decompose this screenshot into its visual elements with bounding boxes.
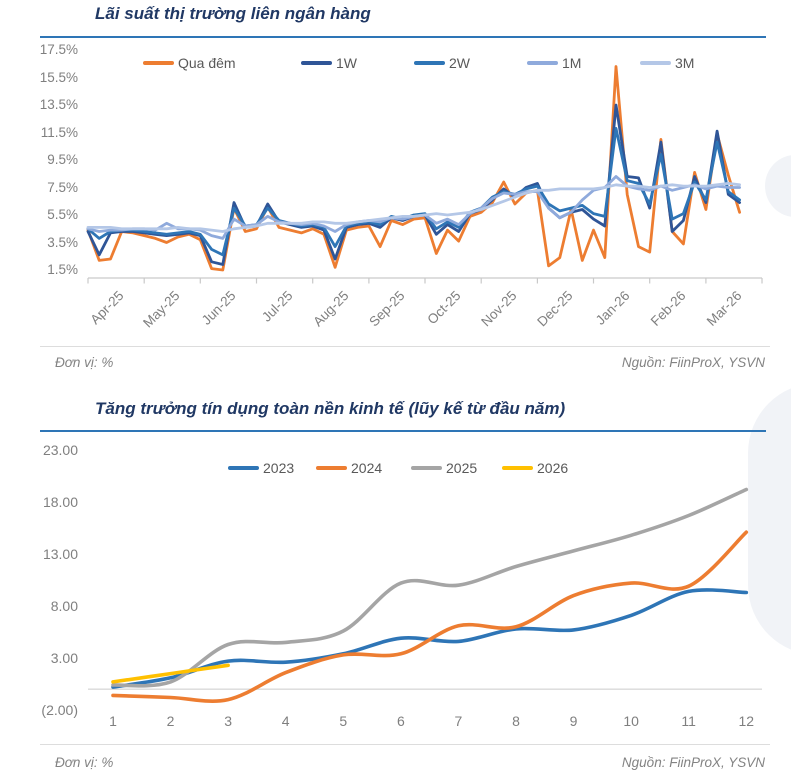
x-tick-label: 11	[681, 713, 696, 729]
chart-title-credit-growth: Tăng trưởng tín dụng toàn nền kinh tế (l…	[95, 399, 566, 418]
y-tick-label: 7.5%	[47, 179, 78, 195]
x-tick-label: 2	[166, 713, 175, 729]
y-tick-label: 13.5%	[39, 97, 78, 112]
y-tick-label: 8.00	[50, 597, 78, 614]
x-tick-label: Dec-25	[534, 288, 576, 330]
legend-item-2026: 2026	[502, 459, 568, 477]
series-line-2024	[111, 530, 749, 703]
x-tick-label: 4	[281, 713, 290, 729]
title-underline	[40, 430, 766, 432]
legend-swatch-2023	[228, 466, 259, 470]
legend-label-2026: 2026	[537, 460, 569, 476]
legend-item-2024: 2024	[316, 459, 382, 477]
y-tick-label: 5.5%	[47, 207, 78, 222]
y-tick-label: 1.5%	[47, 262, 78, 277]
legend-label-2023: 2023	[263, 460, 295, 476]
x-tick-label: May-25	[140, 288, 183, 331]
legend-item-3m: 3M	[640, 54, 694, 72]
y-tick-label: 13.00	[42, 545, 78, 562]
legend-label-2w: 2W	[449, 55, 470, 71]
x-tick-label: Oct-25	[424, 288, 464, 328]
legend-swatch-qua-dem	[143, 61, 174, 65]
y-tick-label: 11.5%	[40, 124, 78, 140]
x-tick-label: Sep-25	[366, 288, 408, 330]
x-tick-label: 8	[512, 713, 520, 729]
legend-item-2025: 2025	[411, 459, 477, 477]
legend-item-qua-dem: Qua đêm	[143, 54, 236, 72]
x-tick-label: Jun-25	[199, 288, 239, 328]
legend-label-1w: 1W	[336, 55, 357, 71]
series-line-2w	[86, 126, 741, 257]
chart-title-interbank: Lãi suất thị trường liên ngân hàng	[95, 4, 371, 23]
legend-swatch-1m	[527, 61, 558, 65]
y-tick-label: 18.00	[42, 493, 78, 510]
series-line-2026	[111, 663, 230, 684]
footer-divider	[40, 744, 770, 745]
x-tick-label: Nov-25	[478, 288, 520, 330]
x-tick-label: Feb-26	[647, 288, 689, 329]
x-tick-label: 12	[738, 713, 755, 729]
y-tick-label: 23.00	[42, 441, 78, 458]
x-tick-label: Jul-25	[258, 288, 296, 325]
legend-item-1m: 1M	[527, 54, 581, 72]
legend-swatch-2024	[316, 466, 347, 470]
x-tick-label: 9	[569, 713, 578, 729]
legend-label-3m: 3M	[675, 55, 695, 71]
unit-note: Đơn vị: %	[55, 355, 114, 370]
x-tick-label: Apr-25	[87, 288, 127, 328]
x-tick-label: 7	[454, 713, 463, 729]
legend-item-2w: 2W	[414, 54, 470, 72]
series-line-1w	[86, 103, 741, 266]
series-line-1m	[86, 175, 741, 240]
source-note: Nguồn: FiinProX, YSVN	[621, 755, 765, 770]
y-tick-label: 15.5%	[39, 69, 78, 85]
y-tick-label: (2.00)	[41, 701, 78, 718]
legend-label-2024: 2024	[351, 460, 383, 476]
x-tick-label: Aug-25	[309, 288, 352, 330]
legend-swatch-3m	[640, 61, 671, 65]
y-tick-label: 3.5%	[47, 234, 78, 250]
legend-item-2023: 2023	[228, 459, 294, 477]
unit-note: Đơn vị: %	[55, 755, 114, 770]
y-tick-label: 9.5%	[47, 152, 78, 167]
legend-label-1m: 1M	[562, 55, 582, 71]
x-tick-label: Jan-26	[592, 288, 633, 328]
legend-item-1w: 1W	[301, 54, 357, 72]
legend-label-qua-dem: Qua đêm	[178, 55, 236, 71]
x-tick-label: 10	[623, 713, 639, 729]
footer-divider	[40, 346, 770, 347]
series-line-2025	[111, 487, 749, 688]
series-line-3m	[86, 181, 741, 233]
x-tick-label: 6	[396, 713, 405, 729]
legend-label-2025: 2025	[446, 460, 478, 476]
legend-swatch-2026	[502, 466, 533, 470]
x-tick-label: Mar-26	[703, 288, 745, 329]
background-blob-mid	[748, 383, 791, 655]
legend-swatch-2025	[411, 466, 442, 470]
source-note: Nguồn: FiinProX, YSVN	[621, 355, 765, 370]
x-tick-label: 3	[224, 713, 233, 729]
x-tick-label: 5	[339, 713, 348, 729]
title-underline	[40, 36, 766, 38]
series-line-2023	[111, 588, 749, 689]
background-blob-top	[765, 155, 791, 217]
y-tick-label: 17.5%	[39, 42, 78, 57]
y-tick-label: 3.00	[50, 649, 78, 666]
series-line-qua-dem	[86, 65, 741, 272]
x-tick-label: 1	[109, 713, 117, 729]
legend-swatch-2w	[414, 61, 445, 65]
legend-swatch-1w	[301, 61, 332, 65]
